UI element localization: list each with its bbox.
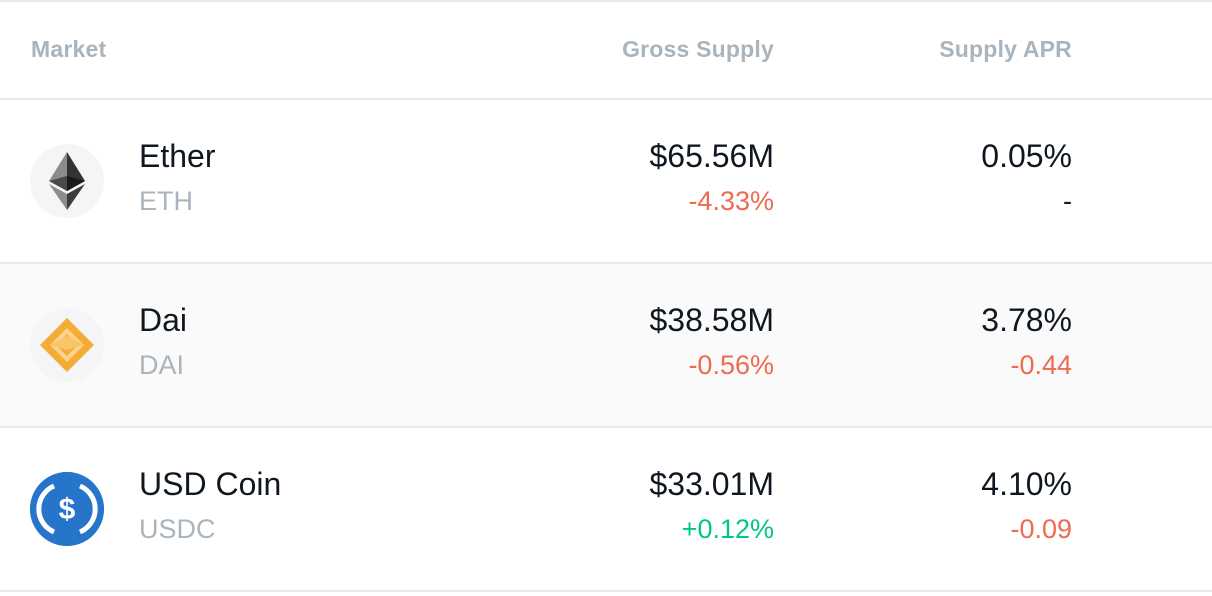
header-gross-supply[interactable]: Gross Supply: [622, 36, 774, 62]
svg-text:$: $: [59, 493, 76, 526]
supply-apr-value: 3.78%: [981, 302, 1072, 338]
supply-apr-value: 4.10%: [981, 466, 1072, 502]
gross-supply-change: -0.56%: [688, 350, 774, 380]
table-row-eth[interactable]: Ether ETH $65.56M -4.33% 0.05% -: [0, 100, 1212, 264]
supply-apr-change: -: [1063, 186, 1072, 216]
table-row-usdc[interactable]: $ USD Coin USDC $33.01M +0.12% 4.10% -0.…: [0, 428, 1212, 592]
gross-supply-value: $65.56M: [649, 138, 774, 174]
gross-supply-value: $38.58M: [649, 302, 774, 338]
gross-supply-change: +0.12%: [681, 514, 774, 544]
supply-apr-change: -0.09: [1010, 514, 1072, 544]
table-row-dai[interactable]: Dai DAI $38.58M -0.56% 3.78% -0.44: [0, 264, 1212, 428]
gross-supply-change: -4.33%: [688, 186, 774, 216]
asset-name: Ether: [139, 138, 216, 174]
usdc-icon: $: [30, 472, 104, 546]
table-header: Market Gross Supply Supply APR: [0, 2, 1212, 100]
supply-apr-change: -0.44: [1010, 350, 1072, 380]
asset-name: USD Coin: [139, 466, 282, 502]
asset-name: Dai: [139, 302, 188, 338]
asset-symbol: ETH: [139, 186, 193, 216]
supply-apr-value: 0.05%: [981, 138, 1072, 174]
dai-icon: [30, 308, 104, 382]
asset-symbol: USDC: [139, 514, 216, 544]
ether-icon: [30, 144, 104, 218]
gross-supply-value: $33.01M: [649, 466, 774, 502]
header-supply-apr[interactable]: Supply APR: [939, 36, 1072, 62]
asset-symbol: DAI: [139, 350, 185, 380]
header-market[interactable]: Market: [31, 36, 107, 62]
